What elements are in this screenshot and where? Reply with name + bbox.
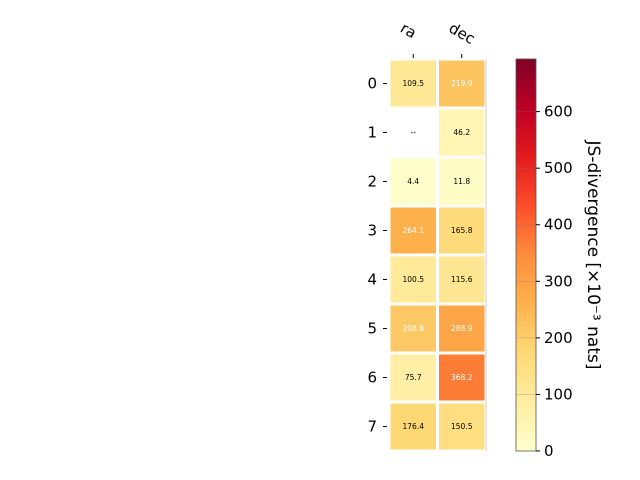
cell-value-label: 219.9	[451, 79, 473, 88]
cell-value-label: 75.7	[405, 373, 422, 382]
heatmap-grid: 109.5 219.9 -- 46.2 4.4 11.8 264.1 165.8 100.5 11…	[390, 60, 485, 450]
colorbar-tick-label: 0	[544, 442, 554, 460]
cell-value-label: 368.2	[451, 373, 473, 382]
heatmap-cell	[390, 207, 436, 254]
cell-value-label: --	[411, 128, 417, 137]
cell-value-label: 4.4	[407, 177, 419, 186]
colorbar-tick-label: 500	[544, 159, 573, 177]
y-tick-label: 4	[367, 271, 377, 289]
colorbar-tick-label: 100	[544, 385, 573, 403]
y-tick-label: 2	[367, 173, 377, 191]
x-tick-label: dec	[446, 19, 478, 48]
colorbar-gradient	[515, 58, 537, 452]
heatmap-cell	[439, 354, 485, 401]
cell-value-label: 109.5	[403, 79, 425, 88]
heatmap-cell	[439, 305, 485, 352]
cell-value-label: 11.8	[453, 177, 470, 186]
y-tick-label: 3	[367, 222, 377, 240]
heatmap-cell	[439, 109, 485, 156]
y-tick-label: 0	[367, 75, 377, 93]
cell-value-label: 100.5	[403, 275, 425, 284]
x-tick-label: ra	[397, 19, 419, 42]
heatmap-cell	[439, 158, 485, 205]
colorbar-tick-label: 300	[544, 272, 573, 290]
cell-value-label: 115.6	[451, 275, 473, 284]
heatmap-cell	[390, 256, 436, 303]
colorbar-tick-label: 200	[544, 329, 573, 347]
cell-value-label: 165.8	[451, 226, 473, 235]
y-tick-label: 1	[367, 124, 377, 142]
heatmap-cell	[390, 158, 436, 205]
heatmap-cell	[390, 354, 436, 401]
colorbar-tick-label: 600	[544, 103, 573, 121]
y-tick-label: 5	[367, 320, 377, 338]
heatmap-cell	[439, 60, 485, 107]
cell-value-label: 208.8	[403, 324, 425, 333]
cell-value-label: 176.4	[403, 422, 425, 431]
heatmap-cell	[439, 256, 485, 303]
colorbar-label: JS-divergence [×10⁻³ nats]	[583, 140, 603, 370]
cell-value-label: 264.1	[403, 226, 425, 235]
cell-value-label: 150.5	[451, 422, 473, 431]
y-tick-label: 7	[367, 418, 377, 436]
colorbar-tick-label: 400	[544, 216, 573, 234]
colorbar: 0 100 200 300 400 500 600	[515, 58, 573, 460]
heatmap-cell	[439, 207, 485, 254]
cell-value-label: 288.9	[451, 324, 473, 333]
cell-value-label: 46.2	[453, 128, 470, 137]
y-tick-label: 6	[367, 369, 377, 387]
heatmap-cell	[390, 305, 436, 352]
heatmap-cell	[390, 403, 436, 450]
heatmap-cell	[390, 60, 436, 107]
heatmap-cell	[439, 403, 485, 450]
